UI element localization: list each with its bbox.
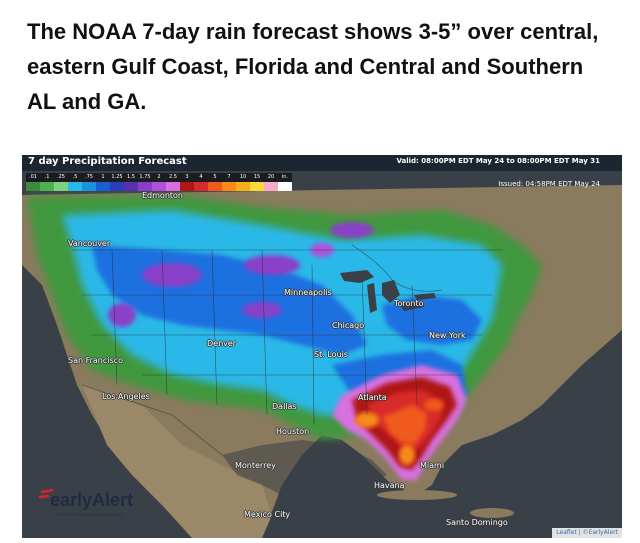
cuba-island — [377, 490, 457, 500]
scale-entry: 2.5 — [166, 173, 180, 191]
scale-entry-swatch — [264, 182, 278, 191]
logo-tagline: real-time emergency management — [54, 512, 124, 517]
scale-entry-swatch — [152, 182, 166, 191]
scale-entry-label: 5 — [208, 173, 222, 182]
precip-southeast-heavy — [332, 365, 467, 480]
scale-entry-swatch — [180, 182, 194, 191]
scale-entry-label: 2 — [152, 173, 166, 182]
scale-entry: 15 — [250, 173, 264, 191]
scale-entry-label: in. — [278, 173, 292, 182]
mexico-land — [82, 385, 272, 538]
city-label-minneapolis: Minneapolis — [284, 288, 332, 297]
scale-entry-label: 7 — [222, 173, 236, 182]
scale-entry: 5 — [208, 173, 222, 191]
scale-entry: 20 — [264, 173, 278, 191]
scale-entry: 3 — [180, 173, 194, 191]
city-label-denver: Denver — [207, 339, 237, 348]
scale-entry-label: .75 — [82, 173, 96, 182]
scale-entry: .25 — [54, 173, 68, 191]
hispaniola-island — [470, 508, 514, 518]
city-label-mexico-city: Mexico City — [244, 510, 291, 519]
city-label-toronto: Toronto — [394, 299, 424, 308]
scale-entry-swatch — [124, 182, 138, 191]
scale-entry-label: 1.5 — [124, 173, 138, 182]
scale-entry: 1.5 — [124, 173, 138, 191]
scale-entry-label: 4 — [194, 173, 208, 182]
scale-entry-swatch — [208, 182, 222, 191]
scale-entry: 4 — [194, 173, 208, 191]
scale-entry-swatch — [138, 182, 152, 191]
scale-entry-swatch — [54, 182, 68, 191]
scale-entry-label: .01 — [26, 173, 40, 182]
city-label-santo-domingo: Santo Domingo — [446, 518, 508, 527]
issued-time: Issued: 04:58PM EDT May 24 — [498, 180, 600, 188]
map-header-bar: 7 day Precipitation Forecast Valid: 08:0… — [22, 155, 622, 171]
city-label-san-francisco: San Francisco — [68, 356, 123, 365]
scale-entry: in. — [278, 173, 292, 191]
scale-entry-label: .5 — [68, 173, 82, 182]
scale-entry: .1 — [40, 173, 54, 191]
city-label-new-york: New York — [429, 331, 466, 340]
scale-entry-swatch — [250, 182, 264, 191]
scale-entry-label: 10 — [236, 173, 250, 182]
city-label-chicago: Chicago — [332, 321, 365, 330]
logo-mark-icon — [38, 488, 54, 499]
logo-wordmark: earlyAlert — [50, 490, 134, 510]
precip-color-scale: .01.1.25.5.75 1 1.25 1.5 1.75 2 2.5 3 4 5 7 10 15 20 i… — [26, 173, 292, 191]
scale-entry-label: 1.75 — [138, 173, 152, 182]
scale-entry: 2 — [152, 173, 166, 191]
scale-entry-label: 20 — [264, 173, 278, 182]
scale-entry: 1 — [96, 173, 110, 191]
scale-entry: 7 — [222, 173, 236, 191]
early-alert-logo: earlyAlert real-time emergency managemen… — [38, 488, 158, 524]
precipitation-map[interactable]: 7 day Precipitation Forecast Valid: 08:0… — [22, 155, 622, 538]
scale-entry-label: 3 — [180, 173, 194, 182]
scale-entry-label: 2.5 — [166, 173, 180, 182]
scale-entry-swatch — [110, 182, 124, 191]
scale-entry: .5 — [68, 173, 82, 191]
scale-entry-swatch — [194, 182, 208, 191]
scale-entry-swatch — [166, 182, 180, 191]
city-label-atlanta: Atlanta — [358, 393, 387, 402]
scale-entry-swatch — [236, 182, 250, 191]
scale-entry-swatch — [82, 182, 96, 191]
scale-entry: 1.75 — [138, 173, 152, 191]
great-lakes — [340, 270, 436, 313]
scale-entry-swatch — [26, 182, 40, 191]
scale-entry-label: 1.25 — [110, 173, 124, 182]
scale-entry: 10 — [236, 173, 250, 191]
map-title: 7 day Precipitation Forecast — [28, 156, 187, 167]
city-label-los-angeles: Los Angeles — [102, 392, 150, 401]
city-label-miami: Miami — [420, 461, 445, 470]
precip-purple — [108, 222, 374, 327]
scale-entry-label: 15 — [250, 173, 264, 182]
scale-entry: .75 — [82, 173, 96, 191]
scale-entry-swatch — [40, 182, 54, 191]
headline: The NOAA 7-day rain forecast shows 3-5” … — [27, 19, 599, 114]
scale-entry-label: .25 — [54, 173, 68, 182]
map-attribution[interactable]: Leaflet | ©EarlyAlert — [552, 528, 622, 538]
scale-entry-label: .1 — [40, 173, 54, 182]
city-label-edmonton: Edmonton — [142, 191, 183, 200]
map-canvas[interactable] — [22, 155, 622, 538]
city-label-dallas: Dallas — [272, 402, 297, 411]
scale-entry: .01 — [26, 173, 40, 191]
scale-entry: 1.25 — [110, 173, 124, 191]
scale-entry-swatch — [222, 182, 236, 191]
city-label-monterrey: Monterrey — [235, 461, 276, 470]
city-label-st-louis: St. Louis — [314, 350, 348, 359]
scale-entry-swatch — [96, 182, 110, 191]
scale-entry-swatch — [278, 182, 292, 191]
scale-entry-swatch — [68, 182, 82, 191]
city-label-vancouver: Vancouver — [68, 239, 111, 248]
scale-entry-label: 1 — [96, 173, 110, 182]
gulf-of-mexico — [222, 440, 387, 495]
city-label-havana: Havana — [374, 481, 405, 490]
valid-time: Valid: 08:00PM EDT May 24 to 08:00PM EDT… — [396, 157, 600, 165]
city-label-houston: Houston — [276, 427, 310, 436]
